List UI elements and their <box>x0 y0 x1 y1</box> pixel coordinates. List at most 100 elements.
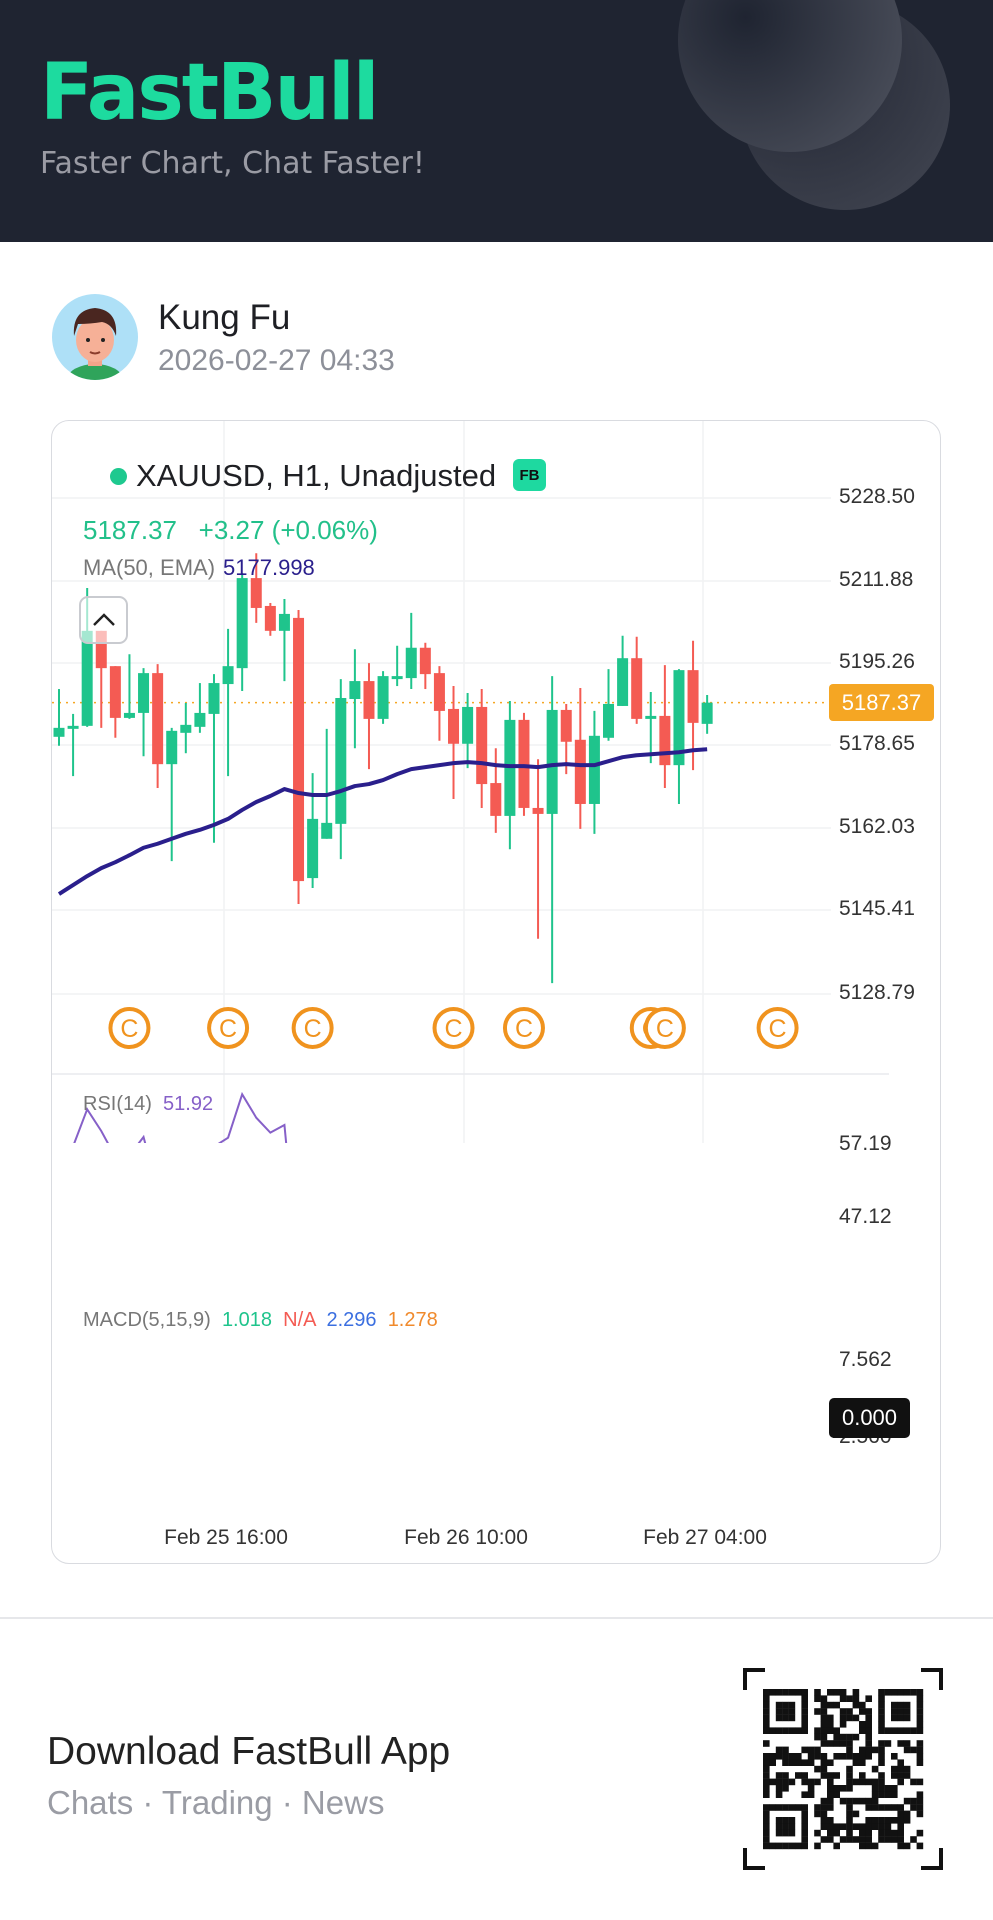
user-name[interactable]: Kung Fu <box>158 298 291 337</box>
qr-cell <box>788 1842 796 1850</box>
event-marker-letter: C <box>120 1015 138 1043</box>
ma-value: 5177.998 <box>223 555 315 580</box>
collapse-legend-button[interactable] <box>79 596 128 644</box>
qr-cell <box>775 1701 783 1709</box>
qr-cell <box>878 1804 885 1811</box>
macd-hist-bar <box>631 1391 642 1417</box>
qr-cell <box>846 1772 853 1779</box>
download-title[interactable]: Download FastBull App <box>47 1730 451 1773</box>
qr-cell <box>846 1714 853 1722</box>
qr-cell <box>839 1695 847 1702</box>
candle-down <box>250 578 262 608</box>
macd-hist-bar <box>434 1414 445 1417</box>
qr-cell <box>827 1740 834 1747</box>
qr-cell <box>846 1785 853 1792</box>
candle-up <box>321 822 333 839</box>
qr-cell <box>795 1689 802 1696</box>
qr-cell <box>916 1797 924 1805</box>
qr-cell <box>801 1759 808 1766</box>
candle-down <box>687 670 699 723</box>
y-tick-label: 5195.26 <box>839 650 915 673</box>
qr-cell <box>833 1791 840 1798</box>
qr-cell <box>878 1753 885 1760</box>
qr-cell <box>807 1746 815 1754</box>
qr-cell <box>763 1708 770 1715</box>
qr-cell <box>839 1721 847 1728</box>
qr-cell <box>859 1778 866 1786</box>
qr-cell <box>833 1733 840 1741</box>
qr-cell <box>820 1721 828 1728</box>
qr-cell <box>833 1829 840 1837</box>
qr-cell <box>820 1765 828 1773</box>
qr-cell <box>878 1785 885 1792</box>
qr-cell <box>884 1836 892 1843</box>
qr-code-icon[interactable] <box>743 1668 943 1870</box>
qr-cell <box>788 1778 796 1786</box>
qr-cell <box>827 1701 834 1709</box>
qr-cell <box>795 1753 802 1760</box>
avatar[interactable] <box>52 294 138 380</box>
qr-cell <box>903 1797 911 1805</box>
candle-down <box>363 681 375 719</box>
qr-cell <box>891 1753 898 1760</box>
qr-cell <box>846 1765 853 1773</box>
macd-hist-bar <box>533 1417 544 1445</box>
candle-up <box>673 670 685 766</box>
macd-hist-bar <box>124 1399 135 1417</box>
qr-cell <box>903 1708 911 1715</box>
qr-cell <box>827 1689 834 1696</box>
qr-cell <box>859 1727 866 1734</box>
qr-cell <box>827 1836 834 1843</box>
qr-cell <box>878 1695 885 1702</box>
candle-up <box>278 613 290 631</box>
qr-cell <box>801 1842 808 1850</box>
qr-cell <box>865 1753 872 1760</box>
macd-hist-bar <box>152 1417 163 1429</box>
x-tick-label: Feb 26 10:00 <box>404 1526 528 1549</box>
qr-cell <box>807 1791 815 1798</box>
qr-cell <box>827 1772 834 1779</box>
qr-cell <box>814 1753 821 1760</box>
qr-cell <box>801 1727 808 1734</box>
qr-cell <box>814 1746 821 1754</box>
candle-up <box>588 735 600 804</box>
qr-cell <box>763 1836 770 1843</box>
qr-cell <box>865 1695 872 1702</box>
qr-cell <box>801 1836 808 1843</box>
qr-cell <box>871 1823 879 1830</box>
qr-cell <box>846 1829 853 1837</box>
qr-cell <box>884 1791 892 1798</box>
chart-card[interactable]: CCCCCCCC XAUUSD, H1, Unadjusted FB 5187.… <box>51 420 941 1564</box>
qr-cell <box>891 1804 898 1811</box>
qr-cell <box>795 1759 802 1766</box>
event-marker-icon <box>432 1007 475 1049</box>
qr-cell <box>820 1772 828 1779</box>
qr-cell <box>820 1695 828 1702</box>
qr-cell <box>846 1804 853 1811</box>
qr-cell <box>807 1785 815 1792</box>
qr-cell <box>878 1772 885 1779</box>
qr-cell <box>782 1829 789 1837</box>
event-marker-icon <box>207 1007 250 1049</box>
candle-down <box>631 658 643 719</box>
qr-cell <box>846 1817 853 1824</box>
qr-cell <box>775 1714 783 1722</box>
qr-cell <box>801 1817 808 1824</box>
chart-canvas[interactable]: CCCCCCCC <box>52 421 940 1563</box>
candle-up <box>603 703 615 738</box>
macd-hist-bar <box>659 1417 670 1419</box>
qr-cell <box>763 1810 770 1818</box>
qr-cell <box>910 1727 917 1734</box>
qr-cell <box>763 1759 770 1766</box>
candle-down <box>574 739 586 804</box>
qr-cell <box>827 1817 834 1824</box>
qr-cell <box>846 1836 853 1843</box>
qr-cell <box>763 1727 770 1734</box>
qr-cell <box>782 1753 789 1760</box>
qr-cell <box>903 1772 911 1779</box>
qr-cell <box>782 1708 789 1715</box>
candle-up <box>377 676 389 719</box>
qr-cell <box>897 1778 904 1786</box>
qr-cell <box>788 1829 796 1837</box>
qr-cell <box>763 1823 770 1830</box>
